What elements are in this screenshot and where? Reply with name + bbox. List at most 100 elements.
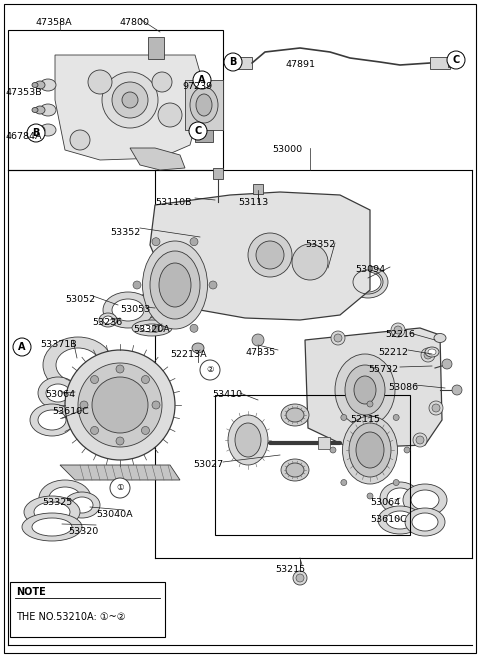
Ellipse shape bbox=[228, 415, 268, 465]
Circle shape bbox=[394, 326, 402, 334]
Ellipse shape bbox=[39, 480, 91, 516]
Text: 47800: 47800 bbox=[120, 18, 150, 27]
Ellipse shape bbox=[71, 497, 93, 513]
Circle shape bbox=[133, 281, 141, 289]
Circle shape bbox=[252, 334, 264, 346]
Ellipse shape bbox=[56, 348, 100, 382]
Circle shape bbox=[432, 404, 440, 412]
Ellipse shape bbox=[40, 79, 56, 91]
Text: 53320A: 53320A bbox=[133, 325, 170, 334]
Text: C: C bbox=[194, 126, 202, 136]
Ellipse shape bbox=[434, 334, 446, 342]
Circle shape bbox=[248, 233, 292, 277]
Bar bbox=[318, 437, 330, 449]
Ellipse shape bbox=[386, 511, 414, 529]
Text: 46784A: 46784A bbox=[5, 132, 41, 141]
Ellipse shape bbox=[35, 106, 45, 114]
Text: 53064: 53064 bbox=[370, 498, 400, 507]
Text: 53094: 53094 bbox=[355, 265, 385, 274]
Text: 52216: 52216 bbox=[385, 330, 415, 339]
Circle shape bbox=[296, 574, 304, 582]
Text: B: B bbox=[32, 128, 40, 138]
Circle shape bbox=[334, 334, 342, 342]
Circle shape bbox=[190, 325, 198, 332]
Ellipse shape bbox=[343, 416, 397, 484]
Circle shape bbox=[80, 401, 88, 409]
Circle shape bbox=[442, 359, 452, 369]
Circle shape bbox=[142, 376, 149, 384]
Text: 53610C: 53610C bbox=[52, 407, 89, 416]
Circle shape bbox=[200, 360, 220, 380]
Ellipse shape bbox=[46, 384, 70, 402]
Ellipse shape bbox=[32, 83, 38, 87]
Circle shape bbox=[256, 241, 284, 269]
Circle shape bbox=[341, 480, 347, 486]
Text: 53215: 53215 bbox=[275, 565, 305, 574]
Ellipse shape bbox=[189, 223, 221, 247]
Circle shape bbox=[341, 415, 347, 420]
Circle shape bbox=[193, 71, 211, 89]
Circle shape bbox=[348, 441, 356, 449]
Ellipse shape bbox=[30, 404, 74, 436]
Circle shape bbox=[92, 377, 148, 433]
Ellipse shape bbox=[349, 423, 391, 477]
Circle shape bbox=[88, 70, 112, 94]
Text: 53325: 53325 bbox=[42, 498, 72, 507]
Circle shape bbox=[27, 124, 45, 142]
Ellipse shape bbox=[378, 506, 422, 534]
Ellipse shape bbox=[32, 518, 72, 536]
Text: 53040A: 53040A bbox=[96, 510, 132, 519]
Circle shape bbox=[112, 82, 148, 118]
Ellipse shape bbox=[235, 423, 261, 457]
Circle shape bbox=[416, 436, 424, 444]
Circle shape bbox=[367, 401, 373, 407]
Circle shape bbox=[413, 433, 427, 447]
Text: 53000: 53000 bbox=[272, 145, 302, 154]
Circle shape bbox=[122, 92, 138, 108]
Circle shape bbox=[292, 244, 328, 280]
Text: ①: ① bbox=[116, 484, 124, 493]
Circle shape bbox=[70, 130, 90, 150]
Ellipse shape bbox=[24, 496, 80, 528]
Ellipse shape bbox=[354, 376, 376, 404]
Ellipse shape bbox=[150, 251, 200, 319]
Bar bbox=[253, 184, 263, 194]
Circle shape bbox=[152, 72, 172, 92]
Ellipse shape bbox=[141, 298, 169, 318]
Text: 53027: 53027 bbox=[193, 460, 223, 469]
Text: 47891: 47891 bbox=[285, 60, 315, 69]
Ellipse shape bbox=[281, 404, 309, 426]
Text: 53110B: 53110B bbox=[155, 198, 192, 207]
Circle shape bbox=[152, 401, 160, 409]
Circle shape bbox=[91, 376, 98, 384]
Ellipse shape bbox=[32, 108, 38, 112]
Ellipse shape bbox=[64, 492, 100, 518]
Text: ②: ② bbox=[206, 365, 214, 374]
Polygon shape bbox=[150, 192, 370, 320]
Circle shape bbox=[152, 325, 160, 332]
Text: B: B bbox=[229, 57, 237, 67]
Circle shape bbox=[224, 53, 242, 71]
Text: 53064: 53064 bbox=[45, 390, 75, 399]
Ellipse shape bbox=[348, 266, 388, 298]
Bar bbox=[8, 30, 223, 170]
Circle shape bbox=[65, 350, 175, 460]
Text: 47335: 47335 bbox=[245, 348, 275, 357]
Ellipse shape bbox=[40, 104, 56, 116]
Ellipse shape bbox=[196, 94, 212, 116]
Ellipse shape bbox=[132, 320, 172, 336]
Text: 52213A: 52213A bbox=[170, 350, 206, 359]
Ellipse shape bbox=[425, 347, 439, 357]
Bar bbox=[148, 37, 164, 59]
Circle shape bbox=[102, 72, 158, 128]
Circle shape bbox=[367, 493, 373, 499]
Circle shape bbox=[110, 478, 130, 498]
Ellipse shape bbox=[38, 410, 66, 430]
Ellipse shape bbox=[345, 365, 385, 415]
Circle shape bbox=[429, 401, 443, 415]
Ellipse shape bbox=[355, 272, 381, 292]
Ellipse shape bbox=[192, 343, 204, 353]
Ellipse shape bbox=[112, 299, 144, 321]
Circle shape bbox=[447, 51, 465, 69]
Ellipse shape bbox=[159, 263, 191, 307]
